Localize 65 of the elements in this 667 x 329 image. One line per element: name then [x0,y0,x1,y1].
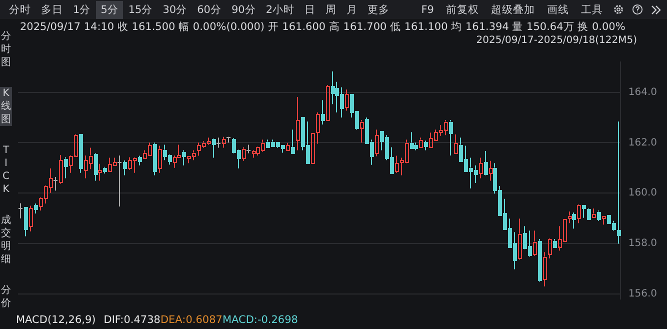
text: K线图 [0,87,12,126]
candlestick [291,129,295,154]
text: MACD(12,26,9) [16,314,96,326]
candlestick [484,150,488,176]
candlestick [18,202,23,219]
text: DEA:0.6087 [160,314,222,326]
candlestick [543,252,547,287]
candlestick [375,129,379,157]
candlestick [64,156,68,179]
candlestick [489,160,493,182]
candlestick [479,157,483,179]
candlestick [53,176,58,192]
chart-subtitle: 2025/09/17 14:10 收 161.500 幅 0.00%(0.000) 开 161.600 高 161.700 低 161.100 均 161.394 量 150.64万 换 0.00% [20,20,626,34]
candlestick [518,218,522,260]
text: 分价 [0,284,12,310]
y-tick-label: 164.0 [628,86,658,98]
candlestick [212,138,216,158]
text: 前复权 [445,2,480,18]
candlestick [572,212,576,230]
candlestick [360,119,364,144]
text: 30分 [162,2,188,18]
text: TICK [2,144,10,196]
candlestick [533,230,537,256]
y-tick-label: 162.0 [628,137,658,148]
candlestick [182,150,186,166]
candlestick [316,112,320,144]
text: 分时 [8,2,32,18]
y-tick-label: 156.0 [628,288,658,300]
text: 更多 [366,2,391,18]
text: 1分 [72,2,92,18]
text: 超级叠加 [490,2,536,18]
text: 画线 [546,2,570,18]
text: F9 [420,2,435,18]
candlestick [98,163,102,182]
y-tick-label: 158.0 [628,238,658,250]
candlestick [410,132,414,149]
text: 日 [304,2,317,18]
text: 月 [346,2,359,18]
candlestick [173,155,177,168]
candlestick [587,209,591,220]
text: 90分 [230,2,257,18]
candlestick [296,96,300,151]
candlestick [29,205,33,232]
candlestick [246,144,251,154]
text: 周 [324,2,338,18]
candlestick [454,134,458,154]
text: MACD:-0.2698 [222,314,298,326]
y-tick-label: 160.0 [628,188,658,199]
text: 60分 [196,2,222,18]
text: 成交明细 [0,214,12,266]
candlestick [117,155,122,207]
candlestick [321,100,325,126]
candlestick [449,119,453,156]
candlestick [286,142,290,151]
candlestick [216,137,221,148]
text: DIF:0.4738 [104,314,160,326]
text: 2025/09/17-2025/09/18(122M5) [476,35,637,46]
text: 多日 [40,2,64,18]
text: 5分 [96,0,124,18]
candlestick [568,211,572,224]
text: 分时图 [0,30,12,69]
candlestick [395,155,399,174]
text: 15分 [127,2,154,18]
text: 工具 [580,2,604,18]
text: 2小时 [264,2,296,18]
